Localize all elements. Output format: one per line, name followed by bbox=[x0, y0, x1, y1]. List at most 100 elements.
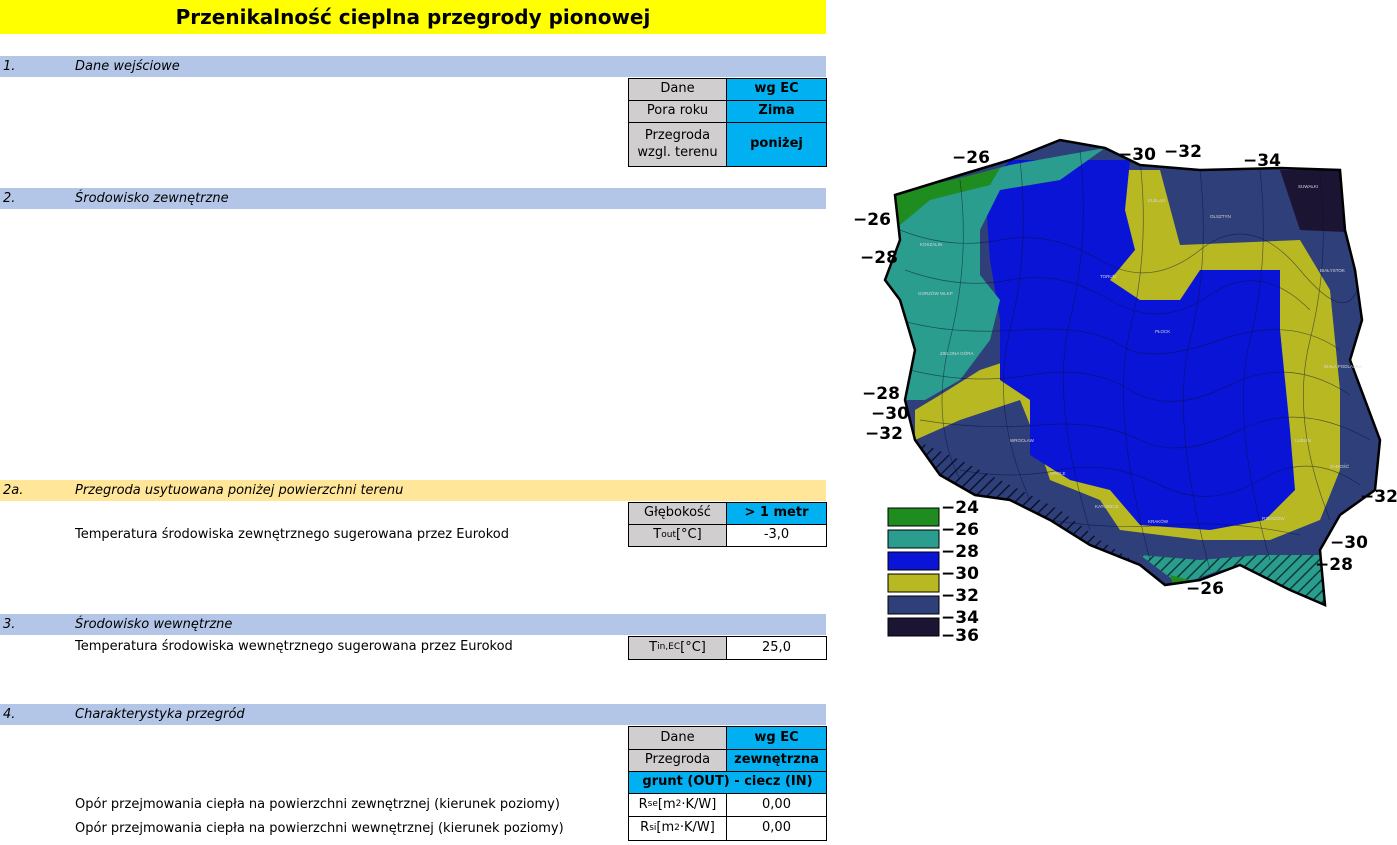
legend-label: −34 bbox=[941, 608, 979, 628]
indoor-temperature-description: Temperatura środowiska wewnętrznego suge… bbox=[75, 639, 513, 654]
tin-symbol: T bbox=[649, 639, 658, 655]
rsi-value-cell[interactable]: 0,00 bbox=[726, 816, 827, 841]
city-label: SUWAŁKI bbox=[1298, 184, 1318, 189]
city-label: TORUŃ bbox=[1100, 273, 1116, 279]
outdoor-temperature-description: Temperatura środowiska zewnętrznego suge… bbox=[75, 527, 509, 542]
legend-label: −26 bbox=[941, 520, 979, 540]
rse-unit: [m bbox=[657, 796, 676, 812]
rsi-unit-tail: ·K/W] bbox=[679, 820, 715, 836]
city-label: ELBLĄG bbox=[1148, 198, 1166, 203]
legend-swatch bbox=[887, 617, 940, 637]
tout-subscript: out bbox=[661, 529, 676, 540]
partition-position-label-line1: Przegroda bbox=[644, 127, 711, 143]
zone-fill-24 bbox=[885, 168, 1000, 225]
section-label: Przegroda usytuowana poniżej powierzchni… bbox=[75, 483, 404, 498]
rse-subscript: se bbox=[647, 799, 658, 810]
zone-labels: −26 −30 −32 −34 −26 −28 −28 −30 −32 −32 … bbox=[853, 142, 1397, 599]
zone-label: −30 bbox=[1118, 145, 1156, 165]
rse-superscript: 2 bbox=[675, 799, 682, 810]
legend-swatch bbox=[887, 529, 940, 549]
legend-label: −24 bbox=[941, 498, 979, 518]
section-number: 2a. bbox=[3, 483, 24, 498]
city-label: ZIELONA GÓRA bbox=[940, 350, 974, 356]
tout-value-cell[interactable]: -3,0 bbox=[726, 524, 827, 547]
dane-value-cell[interactable]: wg EC bbox=[726, 78, 827, 101]
rsi-superscript: 2 bbox=[674, 822, 680, 833]
county-borders bbox=[899, 149, 1371, 571]
char-partition-value-cell[interactable]: zewnętrzna bbox=[726, 749, 827, 772]
zone-label: −30 bbox=[871, 404, 909, 424]
page-title: Przenikalność cieplna przegrody pionowej bbox=[0, 0, 826, 34]
partition-position-label-cell: Przegroda wzgl. terenu bbox=[628, 122, 727, 167]
rsi-description: Opór przejmowania ciepła na powierzchni … bbox=[75, 821, 564, 836]
city-label: BIAŁA PODLASKA bbox=[1324, 364, 1362, 369]
rse-value-cell[interactable]: 0,00 bbox=[726, 793, 827, 817]
section-label: Dane wejściowe bbox=[75, 59, 180, 74]
section-header-below-ground: 2a. Przegroda usytuowana poniżej powierz… bbox=[0, 480, 826, 501]
legend-label: −32 bbox=[941, 586, 979, 606]
zone-label: −30 bbox=[1330, 533, 1368, 553]
city-label: KRAKÓW bbox=[1148, 518, 1169, 524]
zone-label: −28 bbox=[860, 248, 898, 268]
zone-label: −32 bbox=[1360, 487, 1397, 507]
city-label: KOSZALIN bbox=[920, 242, 942, 247]
char-dane-value-cell[interactable]: wg EC bbox=[726, 726, 827, 750]
rsi-symbol: R bbox=[640, 820, 650, 836]
depth-value-cell[interactable]: > 1 metr bbox=[726, 502, 827, 525]
city-label: GORZÓW WLKP bbox=[918, 290, 953, 296]
rse-symbol: R bbox=[638, 796, 648, 812]
section-label: Środowisko wewnętrzne bbox=[75, 617, 233, 632]
section-number: 1. bbox=[3, 59, 16, 74]
city-label: OPOLE bbox=[1050, 471, 1066, 476]
zone-label: −26 bbox=[853, 210, 891, 230]
dane-label-cell: Dane bbox=[628, 78, 727, 101]
tin-value-cell[interactable]: 25,0 bbox=[726, 636, 827, 660]
zone-fill-36 bbox=[1280, 170, 1345, 232]
section-label: Środowisko zewnętrzne bbox=[75, 191, 229, 206]
rsi-unit: [m bbox=[656, 820, 675, 836]
city-label: ZAMOŚĆ bbox=[1330, 462, 1350, 469]
city-label: KATOWICE bbox=[1095, 504, 1119, 509]
section-label: Charakterystyka przegród bbox=[75, 707, 245, 722]
char-dane-label-cell: Dane bbox=[628, 726, 727, 750]
city-label: WROCŁAW bbox=[1010, 438, 1035, 443]
zone-fill-28 bbox=[985, 160, 1295, 530]
section-number: 4. bbox=[3, 707, 16, 722]
poland-border bbox=[883, 138, 1382, 607]
partition-position-label-line2: wzgl. terenu bbox=[637, 144, 718, 160]
medium-cell[interactable]: grunt (OUT) - ciecz (IN) bbox=[628, 771, 827, 794]
tin-subscript: in,EC bbox=[657, 642, 681, 653]
zone-label: −26 bbox=[952, 148, 990, 168]
legend-swatch bbox=[887, 573, 940, 593]
city-label: RZESZÓW bbox=[1262, 515, 1285, 521]
zone-label: −32 bbox=[1164, 142, 1202, 162]
section-header-indoor: 3. Środowisko wewnętrzne bbox=[0, 614, 826, 635]
city-label: OLSZTYN bbox=[1210, 214, 1231, 219]
section-number: 2. bbox=[3, 191, 16, 206]
city-labels: ELBLĄG OLSZTYN SUWAŁKI KOSZALIN BIAŁYSTO… bbox=[918, 184, 1362, 524]
season-label-cell: Pora roku bbox=[628, 100, 727, 123]
city-label: PŁOCK bbox=[1155, 329, 1170, 334]
rsi-subscript: si bbox=[649, 822, 657, 833]
zone-label: −28 bbox=[862, 384, 900, 404]
legend-label: −36 bbox=[941, 626, 979, 646]
zone-label: −34 bbox=[1243, 151, 1281, 171]
legend-swatch bbox=[887, 551, 940, 571]
city-label: LUBLIN bbox=[1295, 438, 1311, 443]
section-header-outdoor: 2. Środowisko zewnętrzne bbox=[0, 188, 826, 209]
depth-label-cell: Głębokość bbox=[628, 502, 727, 525]
zone-fill-26 bbox=[885, 148, 1105, 400]
tout-unit: [°C] bbox=[675, 527, 702, 543]
season-value-cell[interactable]: Zima bbox=[726, 100, 827, 123]
city-label: BIAŁYSTOK bbox=[1320, 268, 1345, 273]
section-number: 3. bbox=[3, 617, 16, 632]
zone-label: −28 bbox=[1315, 555, 1353, 575]
partition-position-value-cell[interactable]: poniżej bbox=[726, 122, 827, 167]
section-header-characteristics: 4. Charakterystyka przegród bbox=[0, 704, 826, 725]
char-partition-label-cell: Przegroda bbox=[628, 749, 727, 772]
legend-swatch bbox=[887, 595, 940, 615]
zone-label: −26 bbox=[1186, 579, 1224, 599]
